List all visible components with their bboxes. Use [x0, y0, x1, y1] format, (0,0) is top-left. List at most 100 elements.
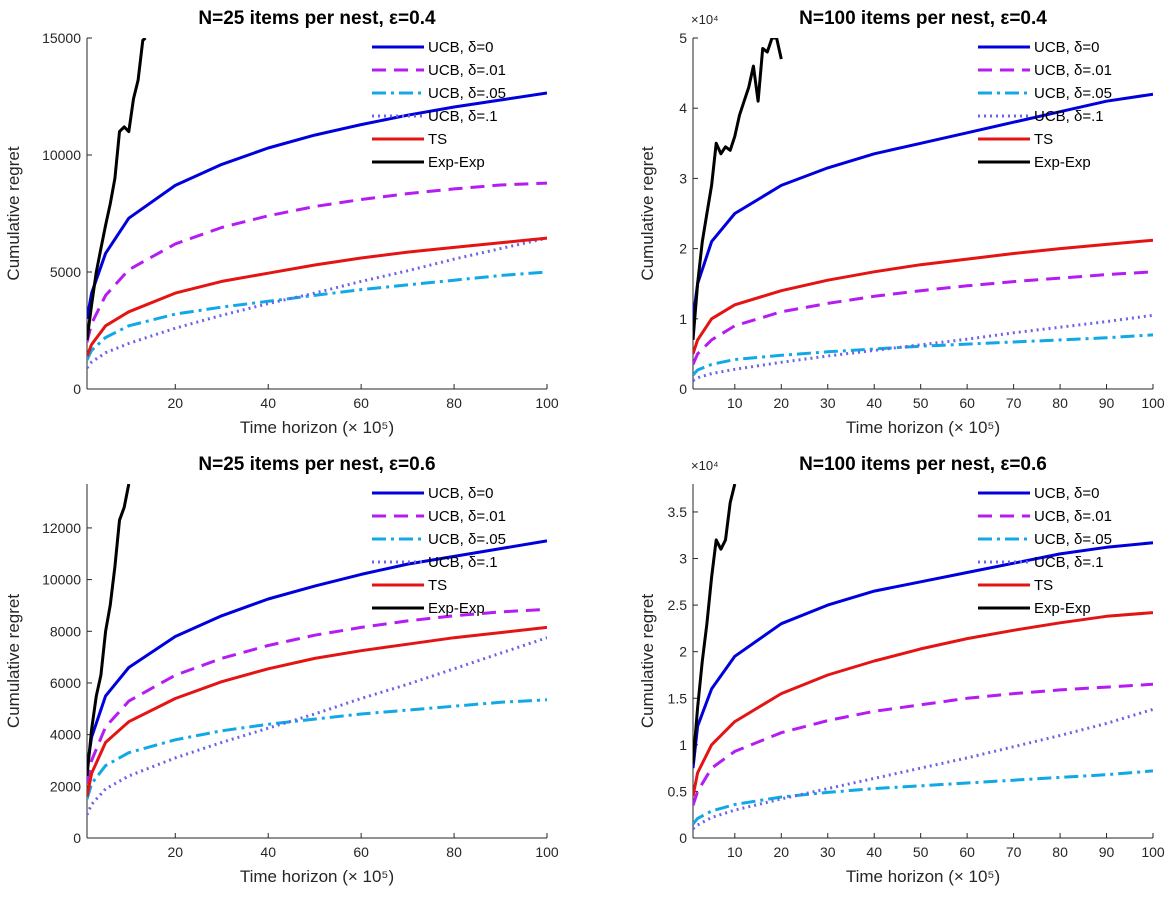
series-line-1 [87, 539, 547, 769]
series-line-4 [87, 236, 547, 369]
legend-label: UCB, δ=0 [428, 485, 493, 502]
series-line-4 [693, 707, 1153, 830]
legend-label: UCB, δ=.1 [428, 554, 498, 571]
y-tick-label: 3 [679, 551, 687, 567]
panel-4: 0 0.5 1 1.5 2 2.5 3 3.5 10 20 30 40 50 60 70 80 90 100 ×10… [638, 454, 1165, 886]
legend-label: TS [1034, 131, 1053, 148]
x-tick-label: 10 [727, 395, 743, 411]
series-line-4 [693, 313, 1153, 382]
series-line-5 [693, 238, 1153, 355]
x-tick-label: 20 [167, 844, 183, 860]
x-tick-label: 60 [959, 395, 975, 411]
y-axis-label: Cumulative regret [4, 594, 23, 728]
y-tick-label: 2 [679, 644, 687, 660]
series-line-6 [87, 38, 147, 341]
y-tick-label: 3.5 [668, 504, 688, 520]
y-tick-label: 8000 [50, 623, 81, 639]
y-exponent-label: ×10⁴ [691, 12, 719, 27]
y-axis-label: Cumulative regret [4, 146, 23, 280]
legend-label: UCB, δ=.1 [1034, 108, 1104, 125]
legend-label: TS [428, 131, 447, 148]
legend: UCB, δ=0 UCB, δ=.01 UCB, δ=.05 UCB, δ=.1 TS E… [372, 39, 506, 171]
x-tick-label: 70 [1006, 395, 1022, 411]
y-tick-label: 0.5 [668, 783, 688, 799]
series-line-2 [87, 607, 547, 784]
legend-label: UCB, δ=.05 [1034, 531, 1112, 548]
panel-3: 0 2000 4000 6000 8000 10000 12000 20 40 60 80 100 N=… [4, 454, 559, 886]
legend-label: UCB, δ=.01 [1034, 62, 1112, 79]
chart-title: N=100 items per nest, ε=0.4 [799, 8, 1047, 29]
series-group [693, 484, 1153, 830]
series-line-6 [87, 484, 131, 777]
series-line-2 [693, 270, 1153, 366]
legend-label: TS [1034, 577, 1053, 594]
y-tick-label: 12000 [42, 520, 81, 536]
legend-label: Exp-Exp [428, 600, 485, 617]
x-tick-label: 50 [913, 844, 929, 860]
y-axis-label: Cumulative regret [638, 146, 657, 280]
y-tick-label: 10000 [42, 147, 81, 163]
legend-label: UCB, δ=.01 [428, 508, 506, 525]
y-tick-label: 10000 [42, 572, 81, 588]
series-line-6 [693, 484, 737, 764]
x-axis-label: Time horizon (× 10⁵) [846, 418, 1000, 437]
y-tick-label: 1 [679, 737, 687, 753]
series-group [87, 484, 547, 816]
x-tick-label: 60 [353, 395, 369, 411]
x-tick-label: 90 [1099, 395, 1115, 411]
series-line-1 [693, 92, 1153, 319]
legend-label: Exp-Exp [428, 154, 485, 171]
x-tick-label: 40 [260, 395, 276, 411]
x-tick-label: 80 [1052, 395, 1068, 411]
legend-label: UCB, δ=.05 [1034, 85, 1112, 102]
legend-label: TS [428, 577, 447, 594]
series-line-3 [693, 769, 1153, 825]
y-tick-label: 1.5 [668, 690, 688, 706]
x-tick-label: 40 [260, 844, 276, 860]
legend-label: UCB, δ=0 [1034, 485, 1099, 502]
x-tick-label: 60 [959, 844, 975, 860]
panel-2: 0 1 2 3 4 5 10 20 30 40 50 60 70 80 90 100 ×10⁴ N=100 ite… [638, 8, 1165, 437]
x-tick-label: 40 [866, 844, 882, 860]
panel-1: 0 5000 10000 15000 20 40 60 80 100 N=25 items per… [4, 8, 559, 437]
x-tick-label: 20 [773, 844, 789, 860]
y-tick-label: 4 [679, 100, 687, 116]
x-tick-label: 100 [535, 395, 559, 411]
y-tick-label: 1 [679, 311, 687, 327]
legend-label: UCB, δ=.01 [428, 62, 506, 79]
series-line-2 [87, 181, 547, 343]
legend-label: Exp-Exp [1034, 154, 1091, 171]
series-line-4 [87, 636, 547, 816]
y-tick-label: 2 [679, 241, 687, 257]
x-tick-label: 20 [773, 395, 789, 411]
y-axis-label: Cumulative regret [638, 594, 657, 728]
legend-label: UCB, δ=0 [428, 39, 493, 56]
x-tick-label: 50 [913, 395, 929, 411]
chart-title: N=25 items per nest, ε=0.4 [198, 8, 436, 29]
series-group [87, 38, 547, 369]
y-tick-label: 0 [679, 381, 687, 397]
y-exponent-label: ×10⁴ [691, 458, 719, 473]
legend: UCB, δ=0 UCB, δ=.01 UCB, δ=.05 UCB, δ=.1 TS E… [978, 485, 1112, 617]
x-axis-label: Time horizon (× 10⁵) [240, 418, 394, 437]
x-tick-label: 30 [820, 844, 836, 860]
legend-label: UCB, δ=.05 [428, 531, 506, 548]
y-tick-label: 5 [679, 30, 687, 46]
series-line-2 [693, 682, 1153, 806]
x-tick-label: 70 [1006, 844, 1022, 860]
y-tick-label: 6000 [50, 675, 81, 691]
series-group [693, 38, 1153, 382]
legend: UCB, δ=0 UCB, δ=.01 UCB, δ=.05 UCB, δ=.1 TS E… [978, 39, 1112, 171]
legend: UCB, δ=0 UCB, δ=.01 UCB, δ=.05 UCB, δ=.1 TS E… [372, 485, 506, 617]
x-tick-label: 80 [446, 395, 462, 411]
legend-label: Exp-Exp [1034, 600, 1091, 617]
x-tick-label: 20 [167, 395, 183, 411]
x-tick-label: 90 [1099, 844, 1115, 860]
x-tick-label: 100 [1141, 395, 1165, 411]
series-line-3 [693, 333, 1153, 377]
x-axis-label: Time horizon (× 10⁵) [846, 867, 1000, 886]
legend-label: UCB, δ=.1 [428, 108, 498, 125]
y-tick-label: 0 [679, 830, 687, 846]
